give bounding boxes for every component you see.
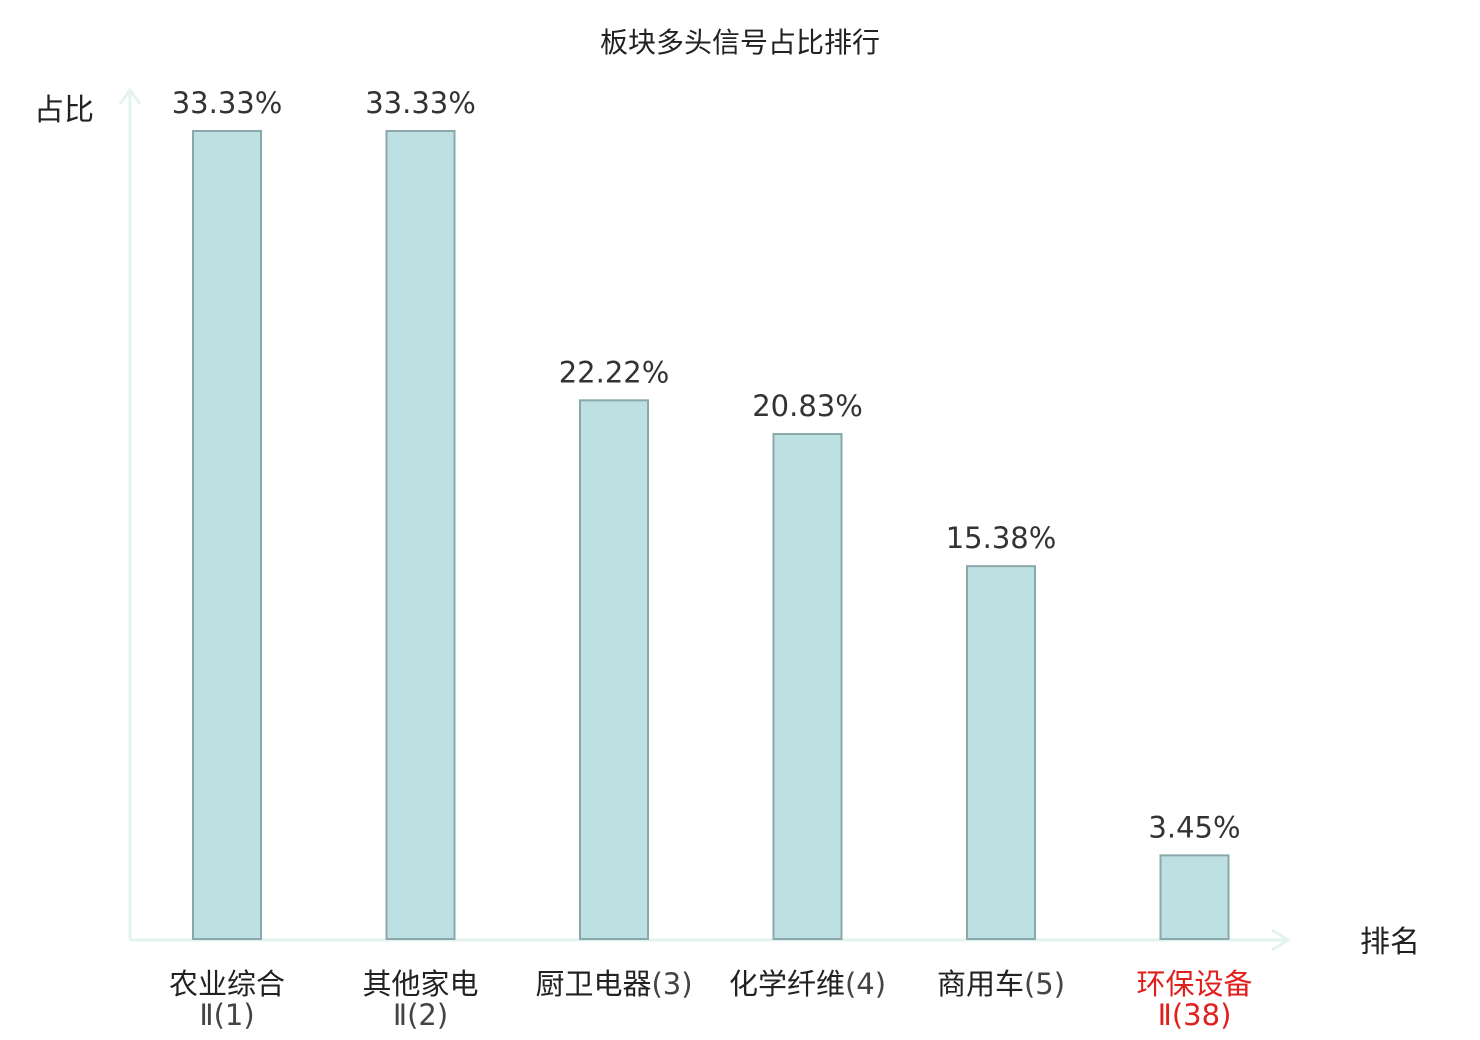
chart-title: 板块多头信号占比排行 [600,26,880,59]
category-label-6: 环保设备 [1136,967,1252,1001]
value-label-2: 33.33% [365,86,476,120]
value-label-3: 22.22% [559,355,670,389]
category-label-5: 商用车(5) [937,967,1065,1001]
bar-4 [772,433,843,940]
x-axis-arrow [1271,928,1291,952]
bar-2 [385,130,456,940]
bar-5 [966,565,1036,940]
bar-6 [1159,854,1230,941]
category-label-4: 化学纤维(4) [729,967,886,1001]
value-labels-group: 33.33% 33.33% 22.22% 20.83% 15.38% 3.45% [172,86,1241,844]
category-label-3: 厨卫电器(3) [535,967,692,1001]
value-label-6: 3.45% [1148,810,1240,844]
category-label-2: 其他家电 [362,967,478,1001]
category-rank-1: Ⅱ(1) [199,998,254,1032]
bar-3 [579,399,649,941]
bars-group [192,130,1230,941]
x-axis-label: 排名 [1360,925,1420,960]
category-rank-6: Ⅱ(38) [1158,998,1232,1032]
value-label-5: 15.38% [946,521,1057,555]
y-axis-label: 占比 [34,93,94,128]
y-axis-arrow [118,87,142,105]
value-label-4: 20.83% [752,389,863,423]
category-label-1: 农业综合 [169,967,285,1001]
value-label-1: 33.33% [172,86,283,120]
category-rank-2: Ⅱ(2) [393,998,448,1032]
bar-1 [192,130,262,940]
